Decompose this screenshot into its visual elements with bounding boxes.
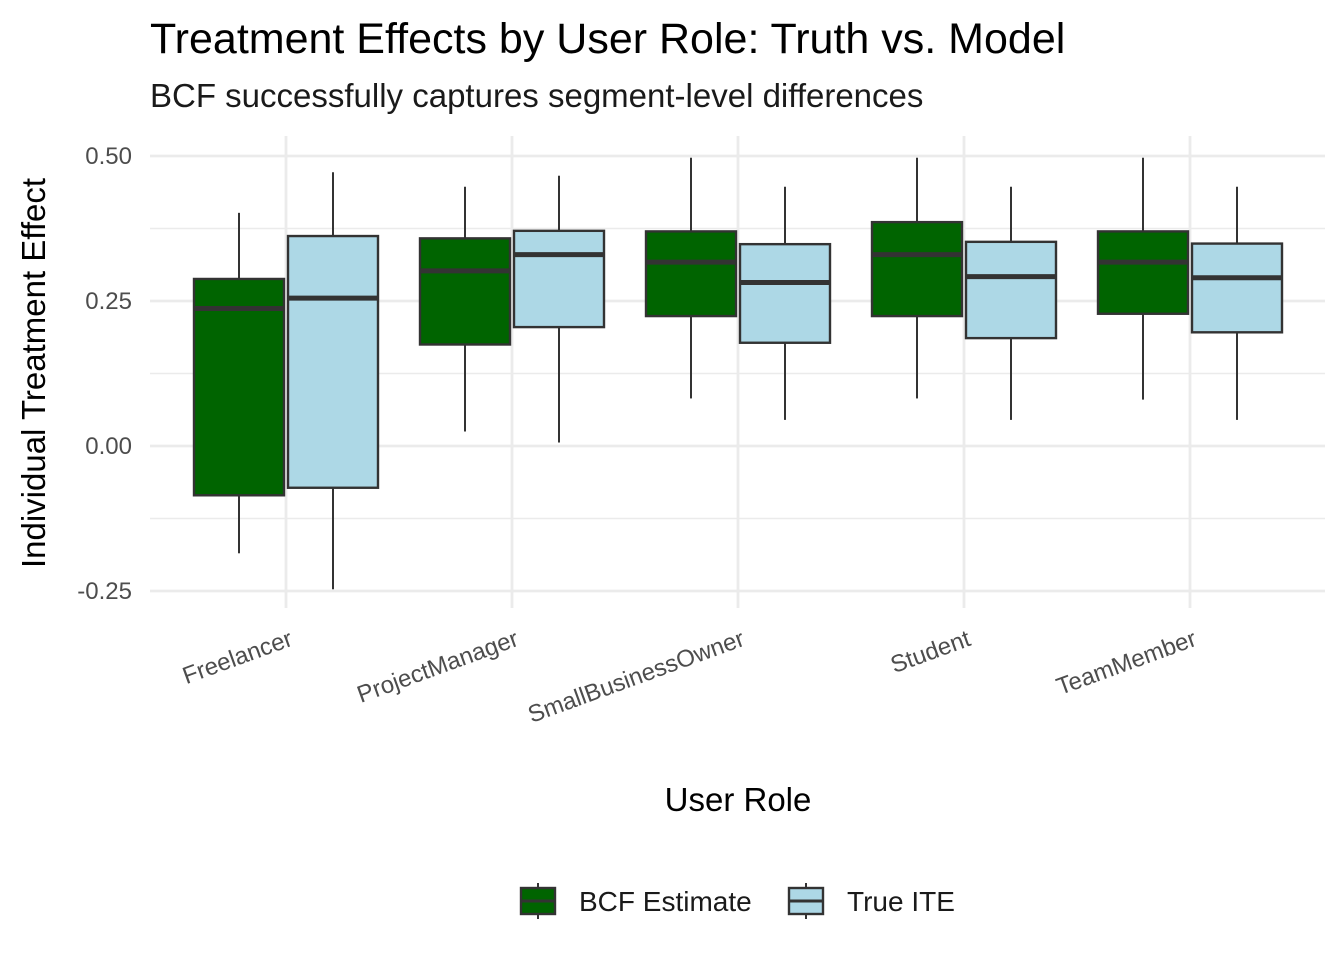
box-body (964, 240, 1058, 340)
box-true-ite-projectmanager (512, 175, 606, 443)
box-body (870, 220, 964, 318)
box-body (286, 234, 380, 489)
box-body (738, 242, 832, 344)
y-axis-title: Individual Treatment Effect (15, 178, 52, 568)
chart-subtitle: BCF successfully captures segment-level … (150, 77, 923, 114)
box-body (192, 277, 286, 497)
box-true-ite-smallbusinessowner (738, 186, 832, 420)
box-true-ite-student (964, 186, 1058, 420)
box-body (644, 230, 738, 318)
box-true-ite-teammember (1190, 186, 1284, 420)
box-body (512, 229, 606, 329)
y-tick-label: 0.50 (85, 143, 132, 170)
x-axis-title: User Role (665, 781, 812, 818)
box-body (1190, 242, 1284, 334)
box-body (418, 237, 512, 346)
legend-key-true-ite (787, 883, 825, 919)
box-plots (192, 157, 1284, 590)
box-bcf-estimate-freelancer (192, 212, 286, 554)
box-bcf-estimate-teammember (1096, 157, 1190, 400)
box-bcf-estimate-student (870, 157, 964, 399)
legend-label: BCF Estimate (579, 886, 752, 917)
y-tick-label: 0.00 (85, 433, 132, 460)
x-tick-label: ProjectManager (354, 625, 522, 708)
legend: BCF Estimate True ITE (519, 883, 955, 919)
y-tick-label: -0.25 (77, 578, 132, 605)
x-tick-labels: Freelancer ProjectManager SmallBusinessOwn… (179, 625, 1200, 728)
box-true-ite-freelancer (286, 172, 380, 590)
y-tick-labels: -0.25 0.00 0.25 0.50 (77, 143, 132, 605)
chart-title: Treatment Effects by User Role: Truth vs… (150, 15, 1065, 63)
x-tick-label: SmallBusinessOwner (524, 625, 748, 728)
box-body (1096, 230, 1190, 315)
x-tick-label: Freelancer (179, 625, 296, 690)
x-tick-label: Student (887, 625, 974, 679)
box-bcf-estimate-projectmanager (418, 186, 512, 432)
x-tick-label: TeamMember (1053, 625, 1200, 701)
legend-label: True ITE (847, 886, 955, 917)
legend-key-bcf-estimate (519, 883, 557, 919)
y-tick-label: 0.25 (85, 288, 132, 315)
box-bcf-estimate-smallbusinessowner (644, 157, 738, 399)
